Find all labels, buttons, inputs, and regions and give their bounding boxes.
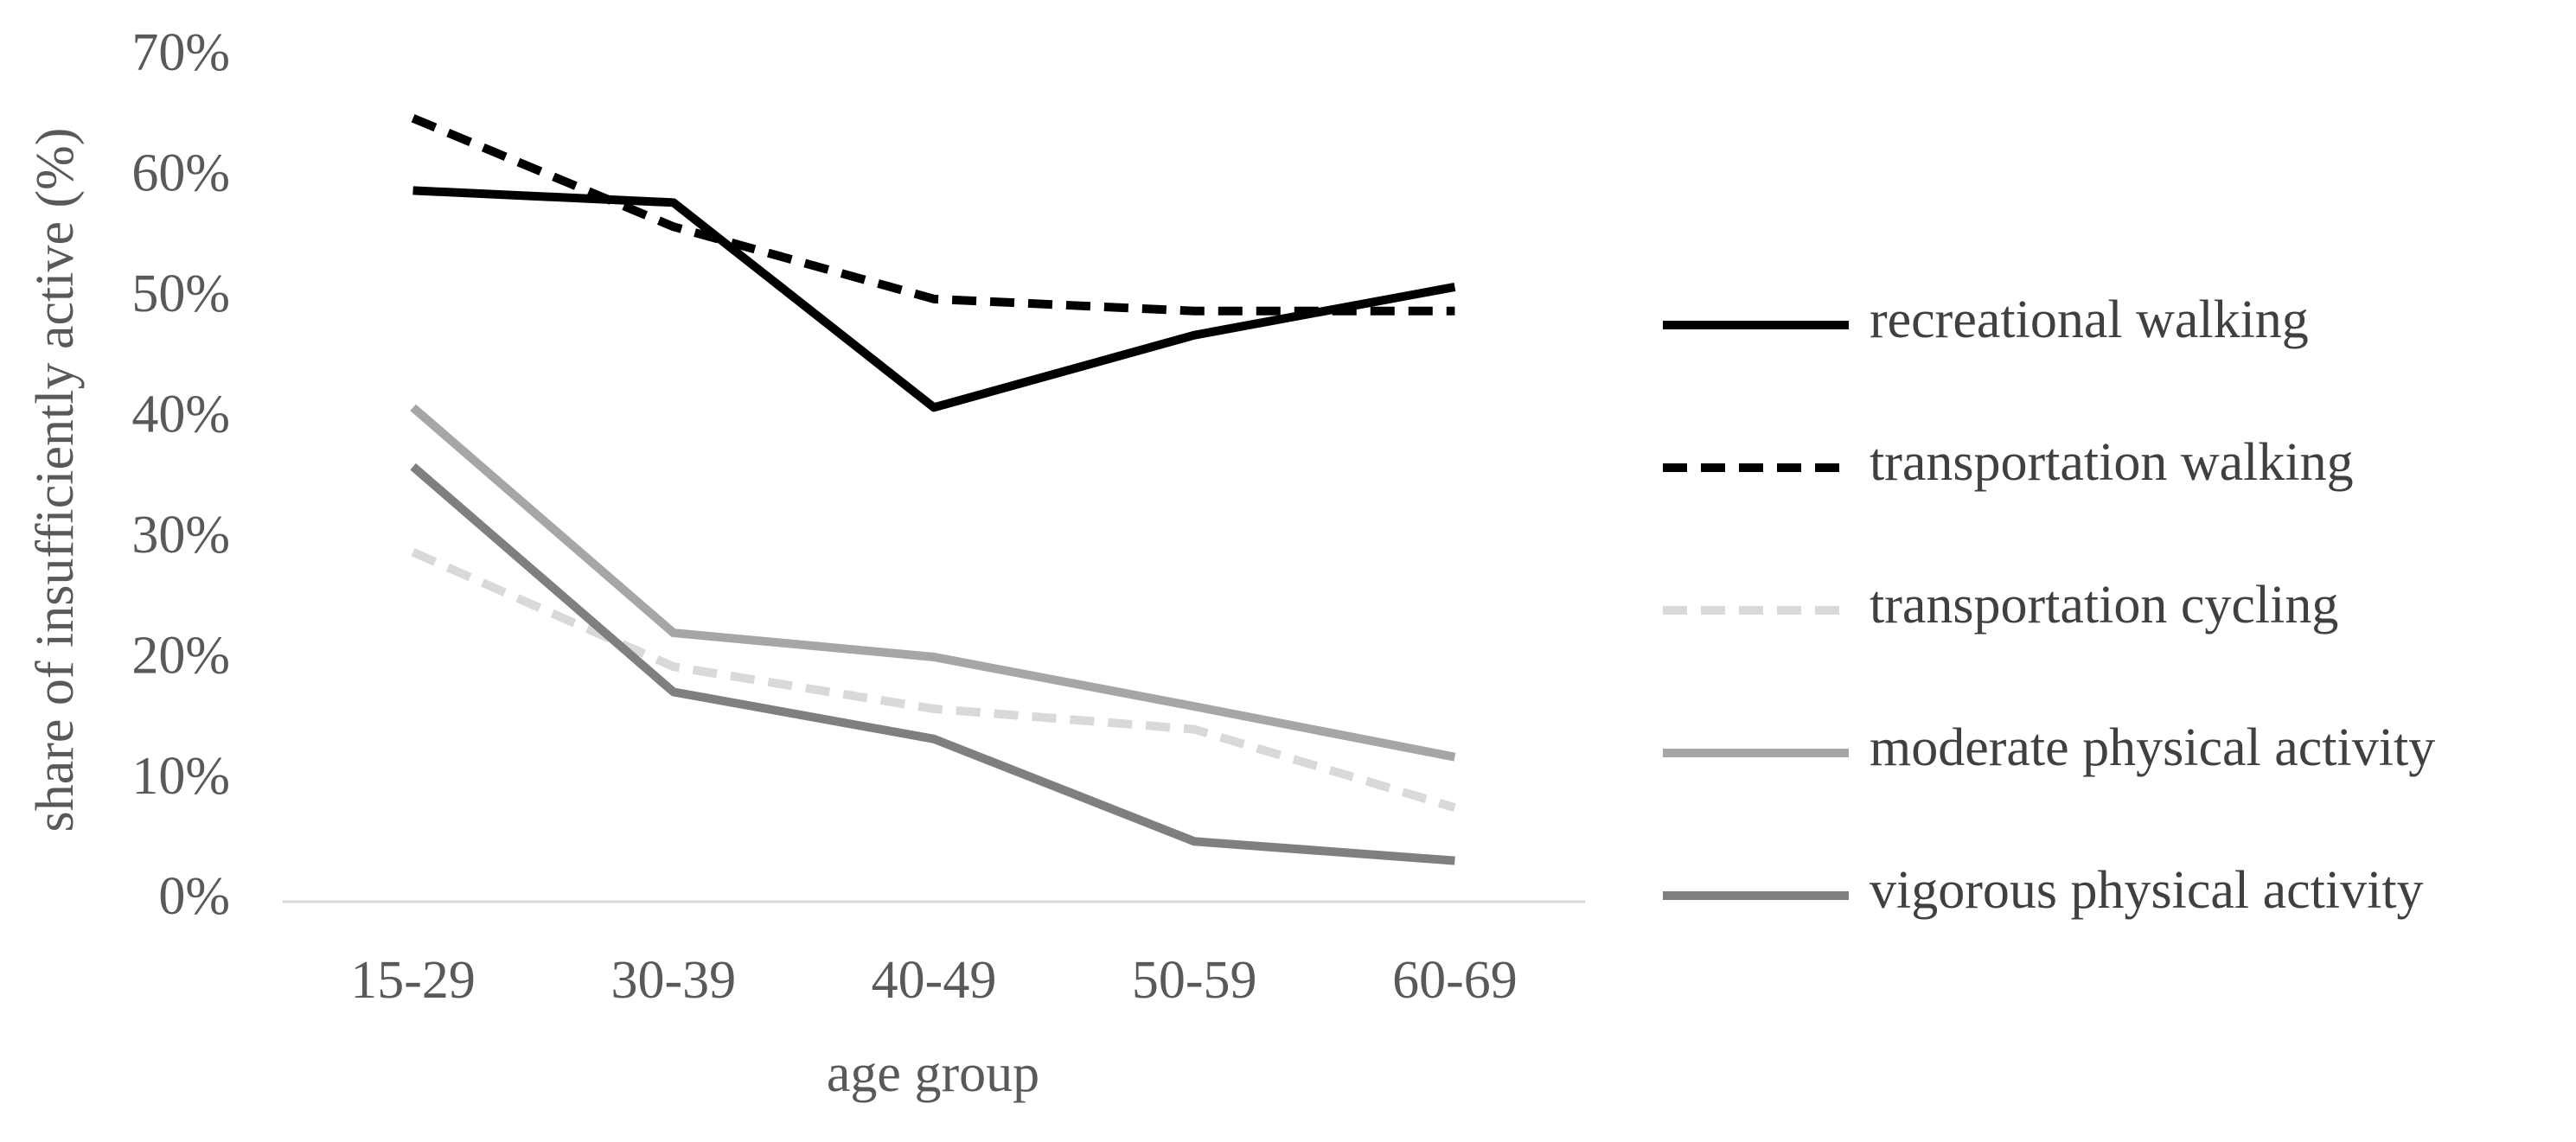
x-tick-label: 30-39 [610, 951, 736, 1010]
legend-label: vigorous physical activity [1870, 861, 2424, 920]
series-line [411, 114, 1455, 316]
series-line [411, 548, 1456, 813]
y-tick-label: 50% [131, 265, 230, 323]
series-line [410, 404, 1456, 762]
legend-label: transportation walking [1870, 433, 2354, 492]
legend-label: transportation cycling [1870, 576, 2338, 635]
legend-label: moderate physical activity [1870, 718, 2435, 777]
y-tick-label: 10% [131, 747, 230, 806]
x-tick-label: 15-29 [350, 951, 476, 1010]
x-tick-label: 60-69 [1392, 951, 1518, 1010]
y-tick-label: 70% [131, 23, 230, 82]
x-tick-label: 40-49 [872, 951, 997, 1010]
y-axis-title: share of insufficiently active (%) [26, 128, 85, 833]
x-axis-title: age group [827, 1044, 1039, 1103]
x-tick-label: 50-59 [1132, 951, 1257, 1010]
y-tick-label: 20% [131, 626, 230, 685]
series-line [410, 463, 1455, 865]
y-tick-label: 0% [158, 867, 230, 926]
y-tick-label: 40% [131, 386, 230, 444]
legend-label: recreational walking [1870, 290, 2309, 349]
series-line [412, 186, 1456, 412]
y-tick-label: 30% [131, 506, 230, 565]
y-tick-label: 60% [131, 144, 230, 203]
